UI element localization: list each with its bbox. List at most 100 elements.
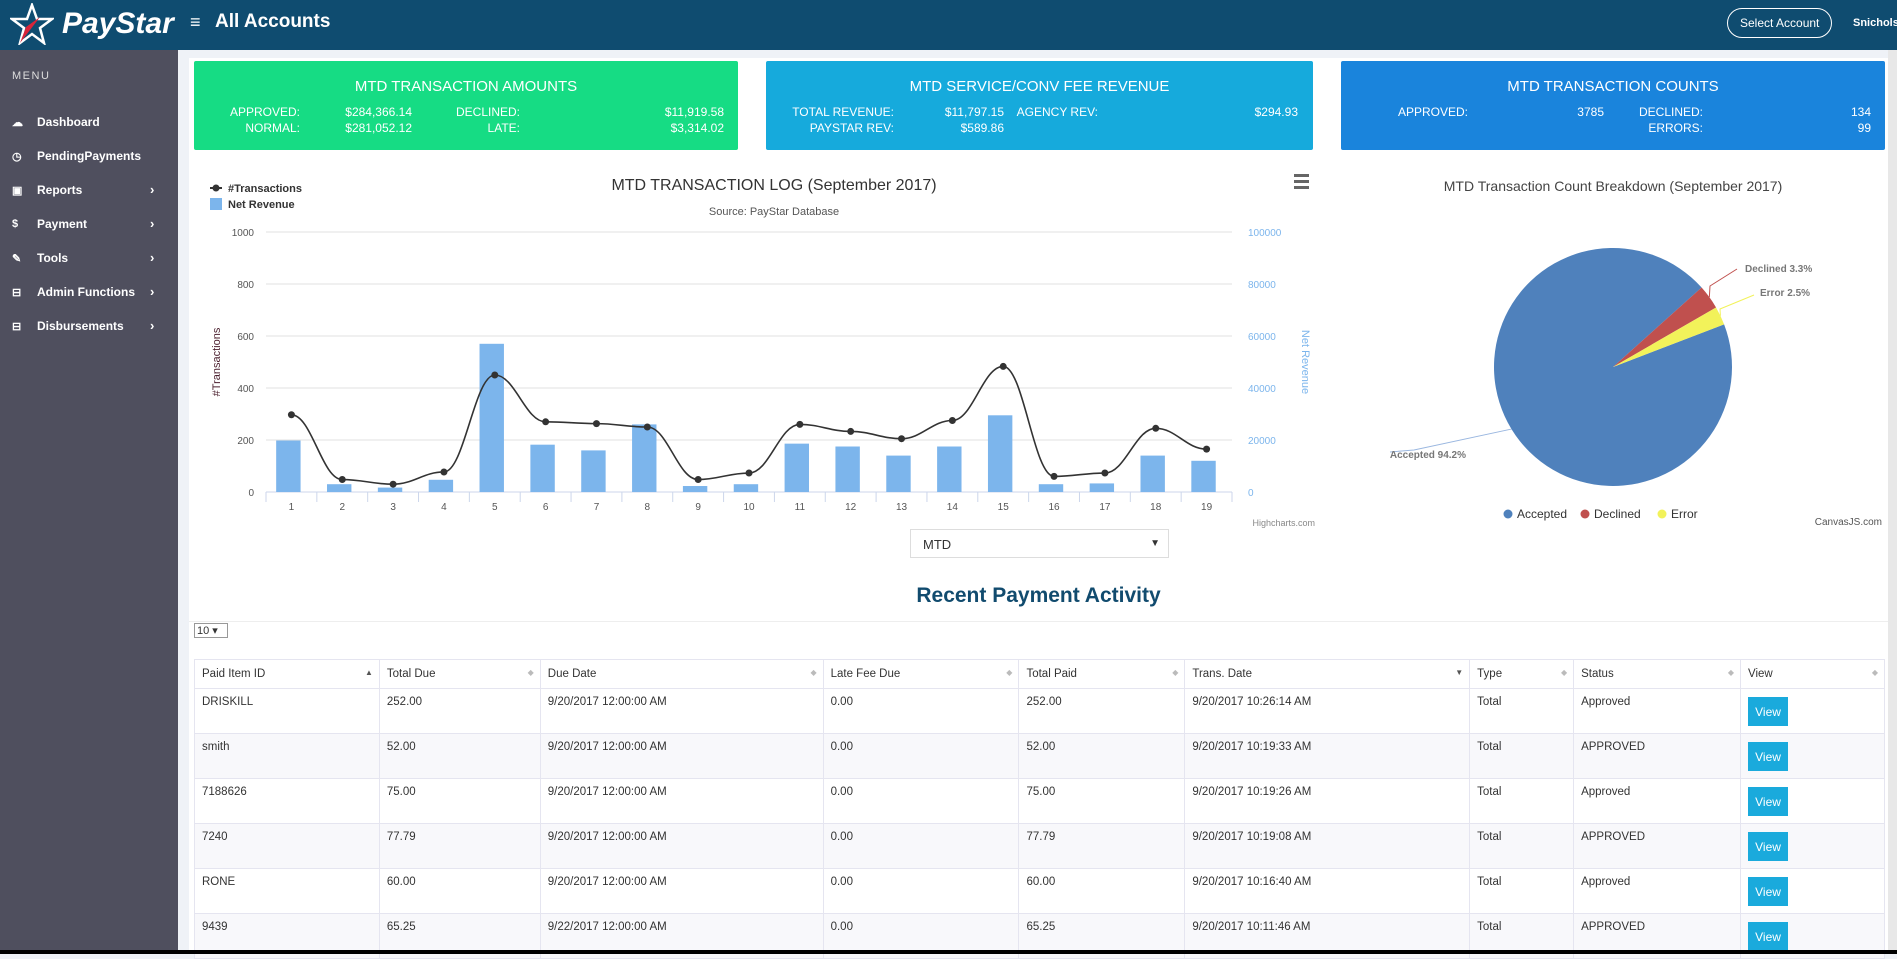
page-length-select[interactable]: 10 ▾	[194, 623, 228, 638]
legend-accepted-icon	[1503, 509, 1513, 519]
chevron-right-icon: ›	[150, 318, 155, 333]
column-label: Due Date	[547, 668, 597, 680]
sidebar-item-dashboard[interactable]: ☁ Dashboard	[0, 105, 178, 139]
panel-icon: ⊟	[12, 320, 22, 333]
table-cell: Total	[1469, 778, 1575, 824]
view-button[interactable]: View	[1748, 787, 1789, 816]
transactions-point	[389, 480, 397, 488]
legend-error: Error	[1671, 507, 1698, 521]
view-button[interactable]: View	[1748, 877, 1789, 906]
x-tick-label: 12	[845, 502, 857, 513]
column-header[interactable]: Type ◆	[1469, 659, 1575, 689]
table-cell: Approved	[1573, 778, 1742, 824]
sidebar-item-payment[interactable]: $ Payment ›	[0, 207, 178, 241]
column-label: View	[1748, 668, 1773, 680]
pie-label-connector	[1708, 268, 1738, 298]
table-cell: 9/20/2017 10:19:08 AM	[1184, 823, 1471, 869]
column-label: Late Fee Due	[830, 668, 901, 680]
x-tick-label: 5	[492, 502, 498, 513]
column-header[interactable]: Paid Item ID ▲	[194, 659, 380, 689]
chart-menu-icon	[1294, 174, 1309, 177]
legend-transactions: #Transactions	[228, 183, 302, 195]
dollar-icon: $	[12, 218, 19, 230]
transactions-point	[1203, 445, 1211, 453]
sidebar-item-label: PendingPayments	[37, 149, 142, 163]
table-cell: 0.00	[822, 868, 1020, 914]
legend-declined: Declined	[1594, 507, 1641, 521]
x-tick-label: 11	[795, 502, 806, 513]
agency-rev-label: AGENCY REV:	[1016, 105, 1098, 119]
column-header[interactable]: Late Fee Due ◆	[822, 659, 1020, 689]
x-tick-label: 18	[1150, 502, 1162, 513]
revenue-bar	[428, 479, 454, 492]
column-header[interactable]: Status ◆	[1573, 659, 1742, 689]
menu-label: MENU	[12, 70, 51, 82]
errors-count-label: ERRORS:	[1648, 121, 1703, 135]
page-length-value: 10	[197, 625, 210, 637]
table-cell: 0.00	[822, 733, 1020, 779]
revenue-bar	[377, 487, 403, 492]
legend-accepted: Accepted	[1517, 507, 1567, 521]
vertical-scrollbar[interactable]	[1888, 50, 1897, 954]
card-title: MTD TRANSACTION AMOUNTS	[354, 78, 578, 95]
view-button[interactable]: View	[1748, 832, 1789, 861]
column-label: Paid Item ID	[202, 668, 266, 680]
hamburger-menu-icon[interactable]: ≡	[190, 12, 201, 32]
pie-label-connector	[1719, 294, 1755, 316]
sidebar-item-label: Dashboard	[37, 115, 100, 129]
table-cell: 252.00	[1018, 688, 1186, 734]
paystar-rev-label: PAYSTAR REV:	[809, 121, 894, 135]
column-header[interactable]: Due Date ◆	[539, 659, 824, 689]
approved-label: APPROVED:	[229, 105, 300, 119]
card-transaction-amounts: MTD TRANSACTION AMOUNTS APPROVED: $284,3…	[194, 61, 738, 150]
x-tick-label: 8	[645, 502, 651, 513]
revenue-bar	[733, 484, 759, 492]
sidebar-item-admin-functions[interactable]: ⊟ Admin Functions ›	[0, 275, 178, 309]
column-label: Trans. Date	[1192, 668, 1252, 680]
card-title: MTD SERVICE/CONV FEE REVENUE	[909, 78, 1170, 95]
transactions-point	[796, 420, 804, 428]
sidebar-item-reports[interactable]: ▣ Reports ›	[0, 173, 178, 207]
transactions-point	[898, 435, 906, 443]
select-account-button[interactable]: Select Account	[1727, 8, 1833, 38]
transactions-point	[287, 411, 295, 419]
view-button[interactable]: View	[1748, 742, 1789, 771]
table-cell: Approved	[1573, 688, 1742, 734]
transactions-point	[999, 362, 1007, 370]
card-fee-revenue: MTD SERVICE/CONV FEE REVENUE TOTAL REVEN…	[766, 61, 1313, 150]
column-header[interactable]: Trans. Date ▼	[1184, 659, 1471, 689]
sidebar-item-pendingpayments[interactable]: ◷ PendingPayments	[0, 139, 178, 173]
pie-label-connector	[1389, 428, 1512, 453]
table-cell: 252.00	[378, 688, 541, 734]
x-tick-label: 10	[743, 502, 755, 513]
table-cell: 52.00	[1018, 733, 1186, 779]
table-cell: 9/20/2017 10:19:26 AM	[1184, 778, 1471, 824]
clock-icon: ◷	[12, 150, 22, 163]
view-button[interactable]: View	[1748, 922, 1789, 951]
table-cell: 9/20/2017 12:00:00 AM	[539, 868, 824, 914]
sidebar-item-disbursements[interactable]: ⊟ Disbursements ›	[0, 309, 178, 343]
revenue-bar	[1089, 483, 1115, 492]
range-select[interactable]: MTD ▼	[910, 529, 1169, 558]
table-cell: View	[1740, 778, 1885, 824]
table-cell: 60.00	[378, 868, 541, 914]
column-header[interactable]: View ◆	[1740, 659, 1885, 689]
revenue-bar	[581, 450, 606, 492]
revenue-bar	[987, 415, 1013, 492]
table-cell: 9/20/2017 12:00:00 AM	[539, 823, 824, 869]
normal-amount: $281,052.12	[345, 121, 412, 135]
sidebar: MENU ☁ Dashboard ◷ PendingPayments ▣ Reports ›…	[0, 50, 178, 954]
view-button[interactable]: View	[1748, 697, 1789, 726]
late-label: LATE:	[487, 121, 520, 135]
column-header[interactable]: Total Paid ◆	[1018, 659, 1186, 689]
paystar-logo[interactable]: PayStar	[10, 3, 174, 45]
legend-declined-icon	[1580, 509, 1590, 519]
user-menu[interactable]: Snichols	[1853, 17, 1897, 29]
sidebar-item-tools[interactable]: ✎ Tools ›	[0, 241, 178, 275]
chevron-right-icon: ›	[150, 216, 155, 231]
revenue-bar	[886, 455, 911, 492]
column-header[interactable]: Total Due ◆	[378, 659, 541, 689]
table-cell: View	[1740, 688, 1885, 734]
sort-icon: ◆	[810, 668, 817, 677]
revenue-bar	[1191, 460, 1216, 492]
